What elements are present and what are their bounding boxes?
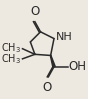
Text: CH$_3$: CH$_3$ (1, 52, 21, 66)
Text: NH: NH (56, 32, 73, 42)
Text: O: O (30, 5, 40, 18)
Text: OH: OH (69, 60, 87, 73)
Text: O: O (43, 81, 52, 94)
Polygon shape (50, 55, 55, 67)
Text: CH$_3$: CH$_3$ (1, 41, 21, 55)
